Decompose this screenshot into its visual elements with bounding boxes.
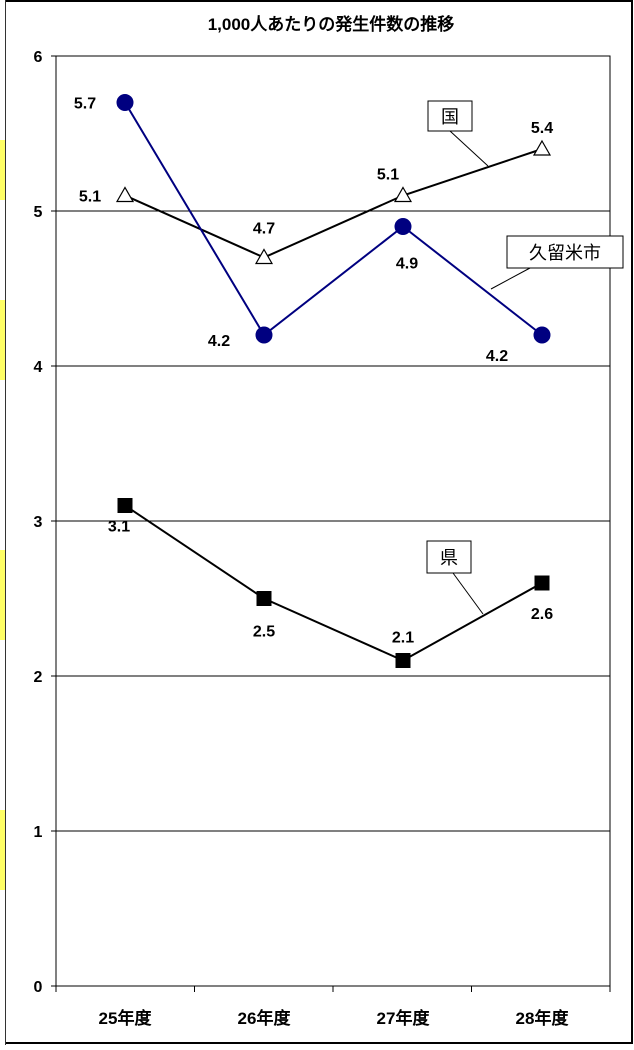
series-line-1 xyxy=(124,101,543,337)
data-label: 4.2 xyxy=(208,333,230,350)
left-strip-yellow xyxy=(0,550,6,640)
callout-leader xyxy=(452,572,484,615)
circle-marker xyxy=(394,218,412,235)
series-name-label: 久留米市 xyxy=(529,243,601,263)
square-marker xyxy=(534,575,550,591)
callout-leader xyxy=(490,267,531,290)
data-label: 5.7 xyxy=(74,96,96,113)
left-strip xyxy=(0,890,6,1045)
callout-leader xyxy=(449,130,489,167)
triangle-marker xyxy=(393,186,413,203)
triangle-marker xyxy=(115,186,135,203)
data-label: 5.1 xyxy=(79,189,101,206)
data-label: 5.1 xyxy=(377,167,399,184)
data-label: 4.9 xyxy=(396,256,418,273)
left-strip xyxy=(0,0,6,140)
x-tick-label: 26年度 xyxy=(238,1008,292,1028)
circle-marker xyxy=(116,94,134,111)
left-strip xyxy=(0,200,6,300)
square-marker xyxy=(117,498,133,513)
square-marker xyxy=(395,653,411,668)
data-label: 4.7 xyxy=(253,221,275,238)
triangle-marker xyxy=(532,139,552,156)
data-label: 4.2 xyxy=(486,348,508,365)
x-tick-label: 28年度 xyxy=(516,1008,570,1028)
y-tick-label: 0 xyxy=(34,979,43,996)
series-name-label: 国 xyxy=(441,107,459,127)
axis-layer: 0 1 2 3 4 5 6 25年度 26年度 27年度 28年度 xyxy=(34,49,611,1028)
y-tick-label: 4 xyxy=(34,359,43,376)
circle-marker xyxy=(533,326,551,344)
data-label: 2.5 xyxy=(253,624,275,641)
y-tick-label: 1 xyxy=(34,824,43,841)
y-tick-label: 3 xyxy=(34,514,43,531)
left-strip-yellow xyxy=(0,140,6,200)
left-strip xyxy=(0,380,6,550)
y-tick-label: 5 xyxy=(34,204,43,221)
grid-layer xyxy=(56,210,610,832)
label-layer: 5.1 4.7 5.1 5.4 5.7 4.2 4.9 4.2 3.1 2.5 2.1 2.6 xyxy=(74,96,553,647)
series-name-label: 県 xyxy=(440,548,458,568)
triangle-marker xyxy=(254,248,274,265)
series-layer xyxy=(115,94,552,668)
circle-marker xyxy=(255,326,273,344)
left-strip-yellow xyxy=(0,300,6,380)
data-label: 5.4 xyxy=(531,120,553,137)
series-line-2 xyxy=(124,504,543,662)
data-label: 2.6 xyxy=(531,606,553,623)
callout-box xyxy=(426,540,472,574)
x-tick-label: 25年度 xyxy=(99,1008,153,1028)
callout-box xyxy=(427,100,473,132)
left-strip-yellow xyxy=(0,810,6,890)
square-marker xyxy=(256,591,272,606)
left-strip xyxy=(0,640,6,810)
callout-box xyxy=(506,235,624,269)
x-tick-label: 27年度 xyxy=(377,1008,431,1028)
series-line-0 xyxy=(124,148,543,259)
y-tick-label: 2 xyxy=(34,669,43,686)
chart-title: 1,000人あたりの発生件数の推移 xyxy=(208,14,455,34)
y-tick-label: 6 xyxy=(34,49,43,66)
data-label: 3.1 xyxy=(108,519,130,536)
data-label: 2.1 xyxy=(392,630,414,647)
